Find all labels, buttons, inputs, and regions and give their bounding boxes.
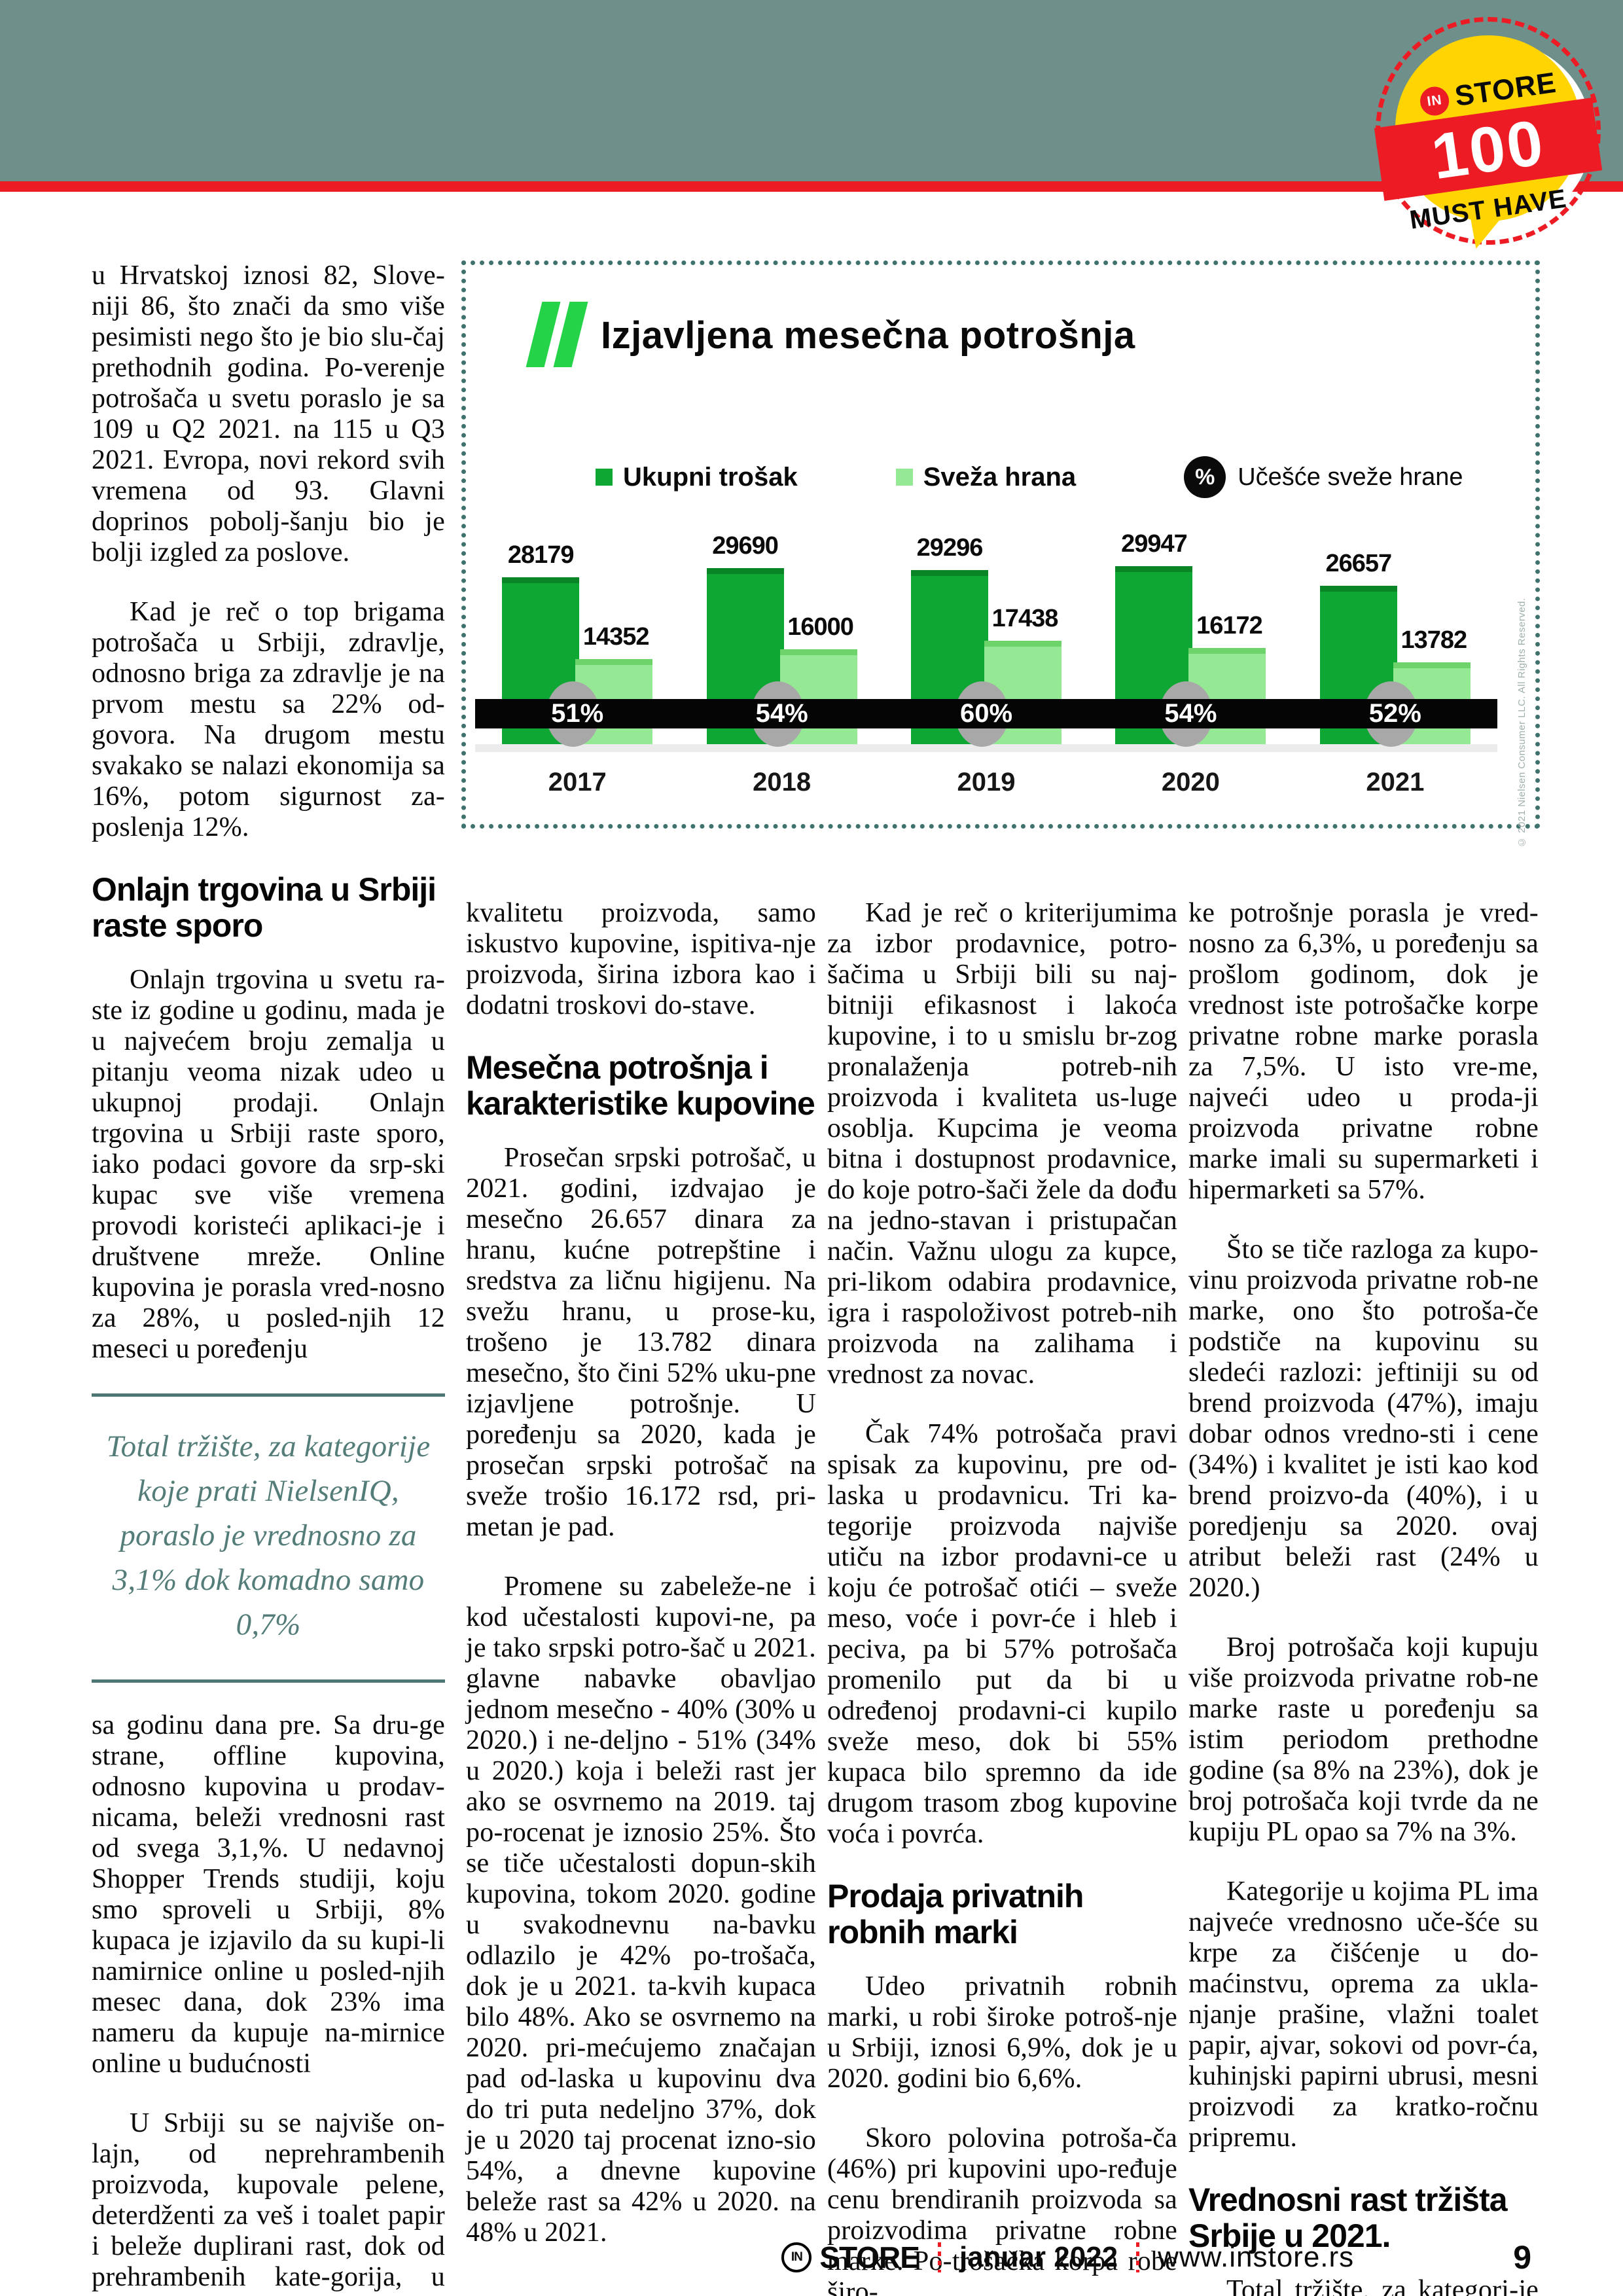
bar-value-label: 29690 [712, 532, 779, 560]
legend-item-total: Ukupni trošak [596, 463, 798, 492]
percent-label: 54% [755, 699, 808, 728]
bar-value-label: 16172 [1196, 612, 1263, 639]
footer-logo: IN STORE [781, 2240, 920, 2275]
percent-label: 52% [1368, 699, 1421, 728]
chart-baseline [475, 744, 1497, 752]
percent-label: 51% [551, 699, 604, 728]
bar-value-label: 29296 [916, 534, 984, 562]
x-label: 2017 [548, 768, 607, 797]
bar-value-label: 13782 [1400, 626, 1467, 654]
legend-label-share: Učešće sveže hrane [1238, 463, 1463, 491]
column-1: u Hrvatskoj iznosi 82, Slove-niji 86, št… [92, 260, 445, 2296]
badge-bubble: IN STORE 100 MUST HAVE [1374, 35, 1603, 249]
bar-value-label: 28179 [507, 541, 575, 569]
instore-100-badge: IN STORE 100 MUST HAVE [1374, 17, 1603, 249]
paragraph: Prosečan srpski potrošač, u 2021. godini… [466, 1143, 816, 1542]
bar-value-label: 29947 [1121, 530, 1188, 558]
paragraph: Udeo privatnih robnih marki, u robi širo… [827, 1971, 1177, 2094]
legend-label-total: Ukupni trošak [623, 462, 798, 492]
bar-value-label: 16000 [787, 613, 854, 641]
pull-quote: Total tržište, za kategorije koje prati … [92, 1393, 445, 1683]
legend-item-share: % Učešće sveže hrane [1184, 456, 1463, 498]
percent-label: 54% [1164, 699, 1217, 728]
paragraph: Što se tiče razloga za kupo-vinu proizvo… [1188, 1234, 1539, 1603]
paragraph: Kad je reč o kriterijumima za izbor prod… [827, 898, 1177, 1390]
x-label: 2021 [1366, 768, 1425, 797]
section-heading: Prodaja privatnih robnih marki [827, 1878, 1084, 1950]
percent-band [475, 699, 1497, 728]
footer-date: januar 2022 [959, 2241, 1118, 2273]
paragraph: Onlajn trgovina u svetu ra-ste iz godine… [92, 965, 445, 1364]
legend-swatch-fresh-icon [895, 469, 913, 486]
paragraph: ke potrošnje porasla je vred-nosno za 6,… [1188, 898, 1539, 1205]
masthead-red-rule [0, 181, 1623, 192]
footer-in-circle-icon: IN [781, 2242, 812, 2272]
percent-label: 60% [959, 699, 1013, 728]
chart-title: Izjavljena mesečna potrošnja [601, 314, 1135, 357]
footer-brand: STORE [819, 2240, 920, 2274]
bar-value-label: 26657 [1325, 550, 1392, 577]
paragraph: Total tržište, za kategori-je koje prati… [1226, 2275, 1539, 2296]
bar-value-label: 17438 [991, 605, 1059, 632]
badge-number: 100 [1427, 105, 1549, 192]
percent-labels-row: 51% 54% 60% 54% 52% [475, 699, 1497, 728]
paragraph: Kategorije u kojima PL ima najveće vredn… [1188, 1876, 1539, 2153]
column-3: Kad je reč o kriterijumima za izbor prod… [827, 898, 1177, 2296]
chart-quote-icon [526, 302, 588, 367]
bar-value-label: 14352 [582, 623, 650, 651]
section-heading: Onlajn trgovina u Srbiji raste sporo [92, 871, 437, 944]
section-heading: Vrednosni rast tržišta Srbije u 2021. [1188, 2181, 1508, 2254]
x-label: 2020 [1161, 768, 1220, 797]
page-footer: IN STORE januar 2022 www.instore.rs 9 [92, 2237, 1531, 2278]
x-axis-labels: 2017 2018 2019 2020 2021 [475, 768, 1497, 797]
x-label: 2019 [957, 768, 1016, 797]
chart-panel: Izjavljena mesečna potrošnja Ukupni troš… [461, 260, 1540, 848]
footer-url: www.instore.rs [1158, 2241, 1355, 2273]
x-label: 2018 [753, 768, 812, 797]
chart-credit: © 2021 Nielsen Consumer LLC. All Rights … [1516, 598, 1527, 848]
section-heading: Mesečna potrošnja i karakteristike kupov… [466, 1049, 815, 1122]
paragraph: sa godinu dana pre. Sa dru-ge strane, of… [92, 1710, 445, 2079]
in-logo-icon: IN [1418, 85, 1452, 118]
paragraph: Čak 74% potrošača pravi spisak za kupovi… [827, 1419, 1177, 1849]
footer-separator-icon [1136, 2242, 1140, 2272]
paragraph: u Hrvatskoj iznosi 82, Slove-niji 86, št… [92, 260, 445, 567]
paragraph: Promene su zabeleže-ne i kod učestalosti… [466, 1571, 816, 2248]
footer-separator-icon [937, 2242, 941, 2272]
masthead-teal-band [0, 0, 1623, 181]
column-2: kvalitetu proizvoda, samo iskustvo kupov… [466, 898, 816, 2277]
percent-circle-icon: % [1184, 456, 1226, 498]
paragraph: Skoro polovina potroša-ča (46%) pri kupo… [827, 2123, 1177, 2296]
footer-page-number: 9 [1513, 2239, 1531, 2276]
paragraph: Kad je reč o top brigama potrošača u Srb… [92, 597, 445, 842]
paragraph: Broj potrošača koji kupuju više proizvod… [1188, 1632, 1539, 1847]
legend-swatch-total-icon [596, 469, 613, 486]
column-4: ke potrošnje porasla je vred-nosno za 6,… [1188, 898, 1539, 2296]
chart-legend: Ukupni trošak Sveža hrana % Učešće sveže… [596, 456, 1463, 498]
legend-label-fresh: Sveža hrana [923, 462, 1077, 492]
paragraph: kvalitetu proizvoda, samo iskustvo kupov… [466, 898, 816, 1020]
chart-plot: 28179 14352 29690 16000 29296 17438 29947 16172… [475, 530, 1497, 752]
paragraph: U Srbiji su se najviše on-lajn, od nepre… [92, 2108, 445, 2296]
legend-item-fresh: Sveža hrana [895, 462, 1077, 492]
